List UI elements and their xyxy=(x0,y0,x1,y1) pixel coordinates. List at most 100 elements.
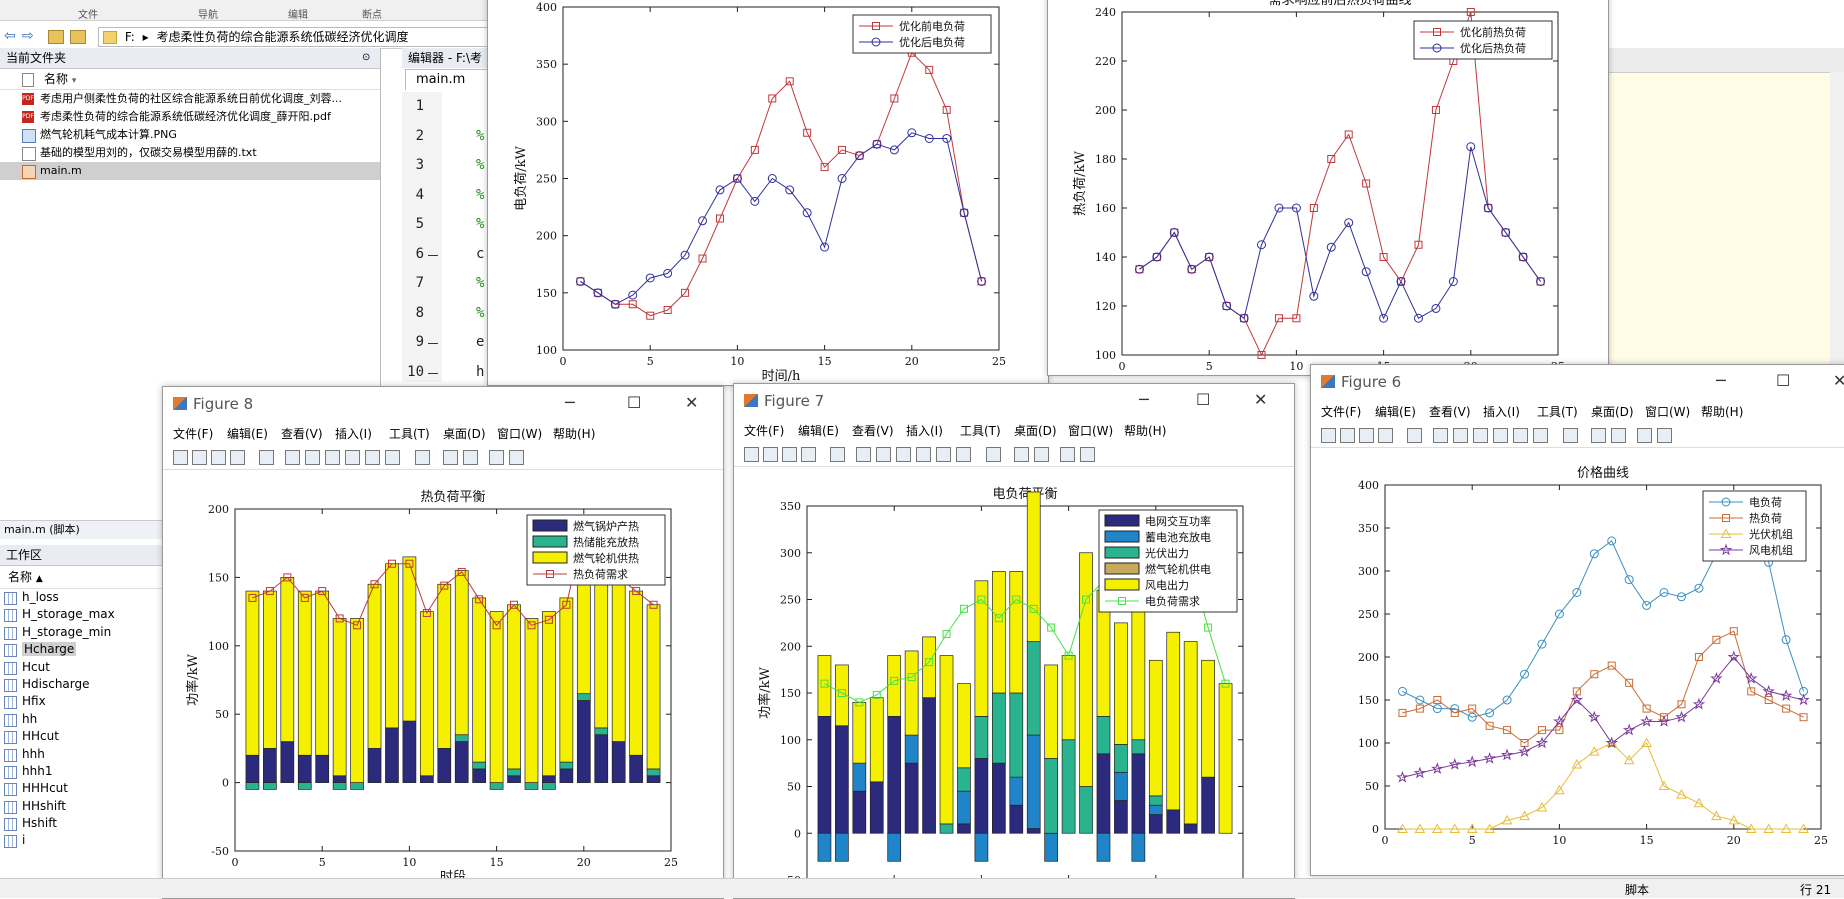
zoom-out-icon[interactable] xyxy=(876,447,891,462)
save-icon[interactable] xyxy=(211,450,226,465)
menu-item[interactable]: 查看(V) xyxy=(1429,405,1471,419)
workspace-var[interactable]: Hdischarge xyxy=(0,676,170,693)
menu-item[interactable]: 编辑(E) xyxy=(227,427,268,441)
link-icon[interactable] xyxy=(415,450,430,465)
open-file-icon[interactable] xyxy=(763,447,778,462)
legend-icon[interactable] xyxy=(463,450,478,465)
workspace-column-header[interactable]: 名称 ▲ xyxy=(0,566,170,589)
legend-icon[interactable] xyxy=(1034,447,1049,462)
menu-item[interactable]: 工具(T) xyxy=(389,427,430,441)
workspace-var[interactable]: hh xyxy=(0,711,170,728)
open-file-icon[interactable] xyxy=(1340,428,1355,443)
hide-plot-tools-icon[interactable] xyxy=(1060,447,1075,462)
file-item[interactable]: PDF 考虑用户侧柔性负荷的社区综合能源系统日前优化调度_刘蓉... xyxy=(0,90,380,108)
up-folder-icon[interactable] xyxy=(48,30,64,44)
colorbar-icon[interactable] xyxy=(1591,428,1606,443)
data-cursor-icon[interactable] xyxy=(1513,428,1528,443)
workspace-var[interactable]: Hfix xyxy=(0,693,170,710)
brush-icon[interactable] xyxy=(1533,428,1548,443)
print-icon[interactable] xyxy=(801,447,816,462)
rotate-icon[interactable] xyxy=(916,447,931,462)
workspace-var[interactable]: Hshift xyxy=(0,815,170,832)
show-plot-tools-icon[interactable] xyxy=(1657,428,1672,443)
pan-icon[interactable] xyxy=(1473,428,1488,443)
new-figure-icon[interactable] xyxy=(173,450,188,465)
editor-tab-main[interactable]: main.m xyxy=(405,69,489,90)
minimize-icon[interactable]: ─ xyxy=(1139,390,1149,409)
maximize-icon[interactable]: ☐ xyxy=(627,393,642,412)
workspace-var[interactable]: hhh xyxy=(0,746,170,763)
workspace-var[interactable]: H_storage_min xyxy=(0,624,170,641)
pan-icon[interactable] xyxy=(896,447,911,462)
menu-item[interactable]: 编辑(E) xyxy=(1375,405,1416,419)
show-plot-tools-icon[interactable] xyxy=(509,450,524,465)
link-icon[interactable] xyxy=(986,447,1001,462)
rotate-icon[interactable] xyxy=(345,450,360,465)
workspace-var-selected[interactable]: Hcharge xyxy=(0,641,170,658)
workspace-var[interactable]: HHcut xyxy=(0,728,170,745)
workspace-var[interactable]: HHshift xyxy=(0,798,170,815)
workspace-var[interactable]: hhh1 xyxy=(0,763,170,780)
menu-item[interactable]: 文件(F) xyxy=(744,424,785,438)
data-cursor-icon[interactable] xyxy=(936,447,951,462)
hide-plot-tools-icon[interactable] xyxy=(489,450,504,465)
zoom-in-icon[interactable] xyxy=(285,450,300,465)
zoom-out-icon[interactable] xyxy=(1453,428,1468,443)
close-icon[interactable]: ✕ xyxy=(1254,390,1268,409)
menu-item[interactable]: 查看(V) xyxy=(281,427,323,441)
menu-item[interactable]: 窗口(W) xyxy=(1068,424,1114,438)
pointer-icon[interactable] xyxy=(830,447,845,462)
menu-item[interactable]: 查看(V) xyxy=(852,424,894,438)
show-plot-tools-icon[interactable] xyxy=(1080,447,1095,462)
workspace-var[interactable]: H_storage_max xyxy=(0,606,170,623)
legend-icon[interactable] xyxy=(1611,428,1626,443)
file-item[interactable]: 燃气轮机耗气成本计算.PNG xyxy=(0,126,380,144)
print-icon[interactable] xyxy=(230,450,245,465)
column-header-name[interactable]: 名称 ▾ xyxy=(0,69,380,90)
maximize-icon[interactable]: ☐ xyxy=(1196,390,1211,409)
save-icon[interactable] xyxy=(1359,428,1374,443)
zoom-out-icon[interactable] xyxy=(305,450,320,465)
menu-item[interactable]: 插入(I) xyxy=(906,424,943,438)
close-icon[interactable]: ✕ xyxy=(685,393,699,412)
maximize-icon[interactable]: ☐ xyxy=(1776,371,1791,390)
workspace-var[interactable]: Hcut xyxy=(0,659,170,676)
pan-icon[interactable] xyxy=(325,450,340,465)
workspace-var[interactable]: h_loss xyxy=(0,589,170,606)
zoom-in-icon[interactable] xyxy=(856,447,871,462)
browse-folder-icon[interactable] xyxy=(70,30,86,44)
menu-item[interactable]: 文件(F) xyxy=(1321,405,1362,419)
save-icon[interactable] xyxy=(782,447,797,462)
hide-plot-tools-icon[interactable] xyxy=(1637,428,1652,443)
menu-item[interactable]: 窗口(W) xyxy=(497,427,543,441)
file-item-selected[interactable]: main.m xyxy=(0,162,380,180)
back-arrow-icon[interactable]: ⇦ xyxy=(4,28,16,44)
forward-arrow-icon[interactable]: ⇨ xyxy=(22,28,34,44)
zoom-in-icon[interactable] xyxy=(1433,428,1448,443)
address-bar[interactable]: F: ▸ 考虑柔性负荷的综合能源系统低碳经济优化调度 xyxy=(98,27,490,47)
menu-item[interactable]: 窗口(W) xyxy=(1645,405,1691,419)
new-figure-icon[interactable] xyxy=(744,447,759,462)
menu-item[interactable]: 桌面(D) xyxy=(1591,405,1634,419)
menu-item[interactable]: 桌面(D) xyxy=(1014,424,1057,438)
link-icon[interactable] xyxy=(1563,428,1578,443)
colorbar-icon[interactable] xyxy=(1014,447,1029,462)
editor-scrollbar[interactable] xyxy=(1830,72,1844,372)
colorbar-icon[interactable] xyxy=(443,450,458,465)
menu-item[interactable]: 编辑(E) xyxy=(798,424,839,438)
menu-item[interactable]: 插入(I) xyxy=(1483,405,1520,419)
pointer-icon[interactable] xyxy=(1407,428,1422,443)
menu-item[interactable]: 工具(T) xyxy=(960,424,1001,438)
rotate-icon[interactable] xyxy=(1493,428,1508,443)
menu-item[interactable]: 桌面(D) xyxy=(443,427,486,441)
brush-icon[interactable] xyxy=(385,450,400,465)
menu-item[interactable]: 插入(I) xyxy=(335,427,372,441)
menu-item[interactable]: 工具(T) xyxy=(1537,405,1578,419)
pointer-icon[interactable] xyxy=(259,450,274,465)
brush-icon[interactable] xyxy=(956,447,971,462)
print-icon[interactable] xyxy=(1378,428,1393,443)
menu-item[interactable]: 文件(F) xyxy=(173,427,214,441)
open-file-icon[interactable] xyxy=(192,450,207,465)
new-figure-icon[interactable] xyxy=(1321,428,1336,443)
minimize-icon[interactable]: ─ xyxy=(565,393,575,412)
